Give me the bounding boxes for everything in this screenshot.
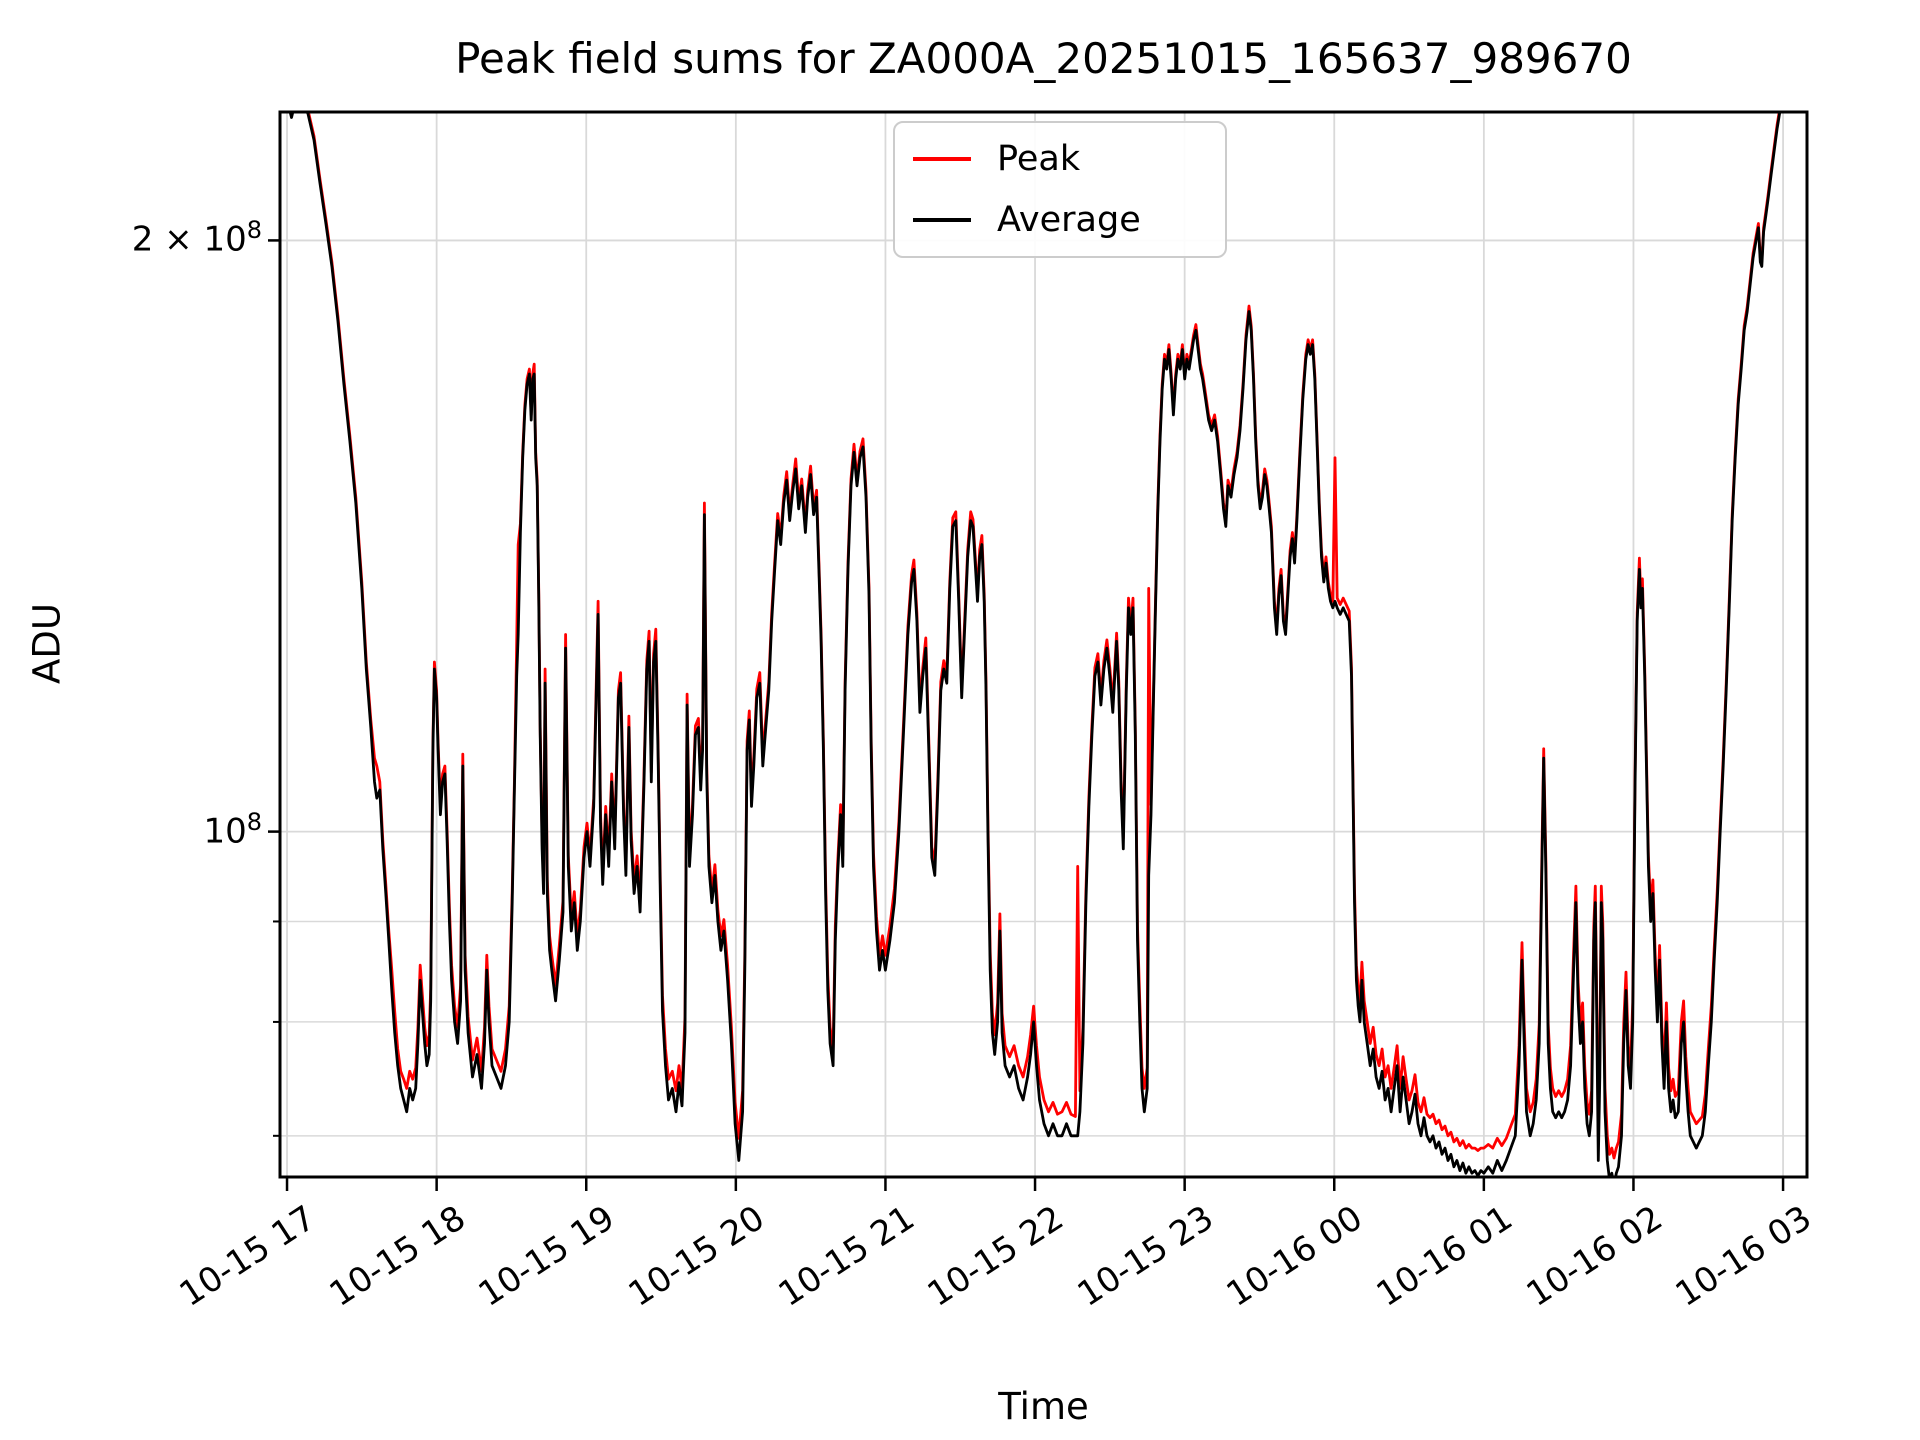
y-tick-label: 108 [203, 807, 262, 851]
chart-title: Peak field sums for ZA000A_20251015_1656… [455, 34, 1632, 83]
grid [280, 112, 1807, 1177]
legend-entry-average: Average [913, 200, 1207, 240]
tick-marks [268, 239, 1785, 1191]
x-axis-label: Time [998, 1385, 1089, 1428]
average-line-swatch [913, 217, 971, 222]
y-axis-label: ADU [25, 603, 69, 684]
plot-area [288, 112, 1782, 1177]
legend: Peak Average [893, 121, 1227, 258]
legend-entry-peak: Peak [913, 139, 1207, 179]
peak-line-swatch [913, 157, 971, 162]
legend-label-peak: Peak [997, 139, 1081, 180]
legend-label-average: Average [997, 199, 1141, 240]
series-average-line [288, 112, 1782, 1177]
axes-spines [278, 110, 1809, 1179]
y-tick-label: 2 × 108 [131, 216, 262, 260]
